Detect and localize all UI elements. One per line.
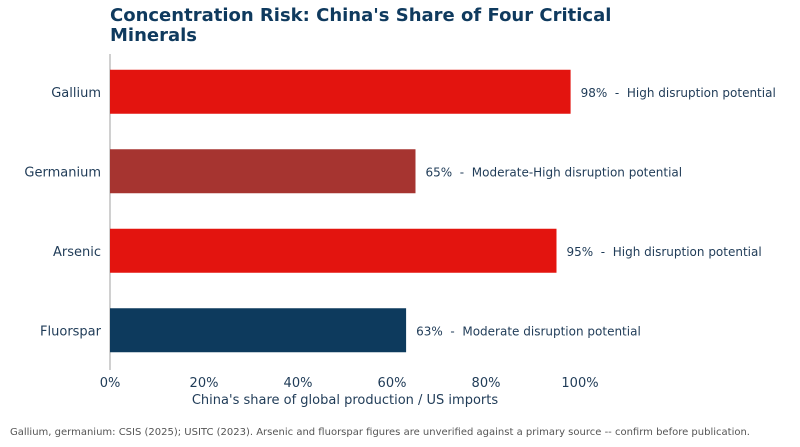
x-tick-label: 0%	[100, 376, 121, 391]
chart-title: Concentration Risk: China's Share of Fou…	[110, 5, 612, 46]
x-tick-label: 100%	[561, 376, 598, 391]
x-tick-label: 60%	[378, 376, 407, 391]
x-axis-title: China's share of global production / US …	[192, 393, 498, 408]
data-label-gallium: 98% - High disruption potential	[581, 86, 776, 100]
x-tick-label: 80%	[472, 376, 501, 391]
bar-gallium	[110, 69, 571, 114]
category-label-arsenic: Arsenic	[53, 245, 101, 260]
bar-arsenic	[110, 228, 557, 273]
source-note: Gallium, germanium: CSIS (2025); USITC (…	[10, 427, 750, 438]
data-label-fluorspar: 63% - Moderate disruption potential	[416, 324, 641, 338]
category-label-germanium: Germanium	[24, 165, 101, 180]
category-label-fluorspar: Fluorspar	[40, 324, 102, 339]
x-tick-label: 40%	[284, 376, 313, 391]
bar-fluorspar	[110, 308, 407, 353]
x-tick-label: 20%	[190, 376, 219, 391]
bar-germanium	[110, 149, 416, 194]
data-label-arsenic: 95% - High disruption potential	[567, 245, 762, 259]
category-label-gallium: Gallium	[51, 86, 101, 101]
data-label-germanium: 65% - Moderate-High disruption potential	[426, 165, 683, 179]
